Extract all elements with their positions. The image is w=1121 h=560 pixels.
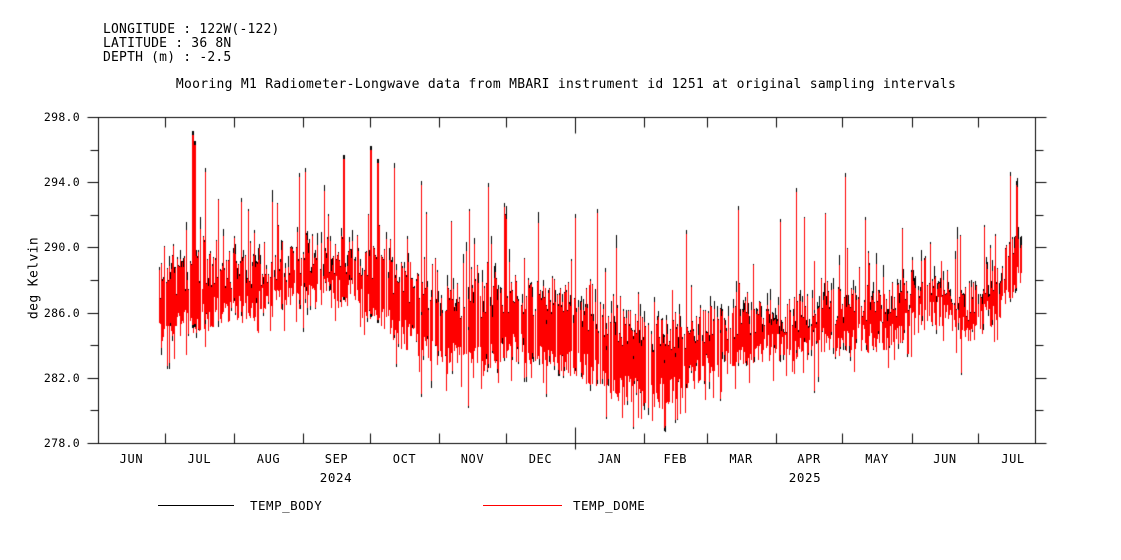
x-tick-label: APR bbox=[797, 452, 821, 466]
chart-title: Mooring M1 Radiometer-Longwave data from… bbox=[175, 77, 957, 92]
year-label-2025: 2025 bbox=[788, 470, 822, 485]
y-tick-label: 278.0 bbox=[43, 436, 80, 450]
y-tick-label: 298.0 bbox=[43, 110, 80, 124]
x-tick-label: JUN bbox=[119, 452, 144, 466]
x-tick-label: DEC bbox=[528, 452, 553, 466]
x-tick-label: AUG bbox=[256, 452, 281, 466]
x-tick-label: OCT bbox=[392, 452, 417, 466]
y-tick-label: 294.0 bbox=[43, 175, 80, 190]
x-tick-label: NOV bbox=[460, 452, 485, 466]
latitude-label: LATITUDE : 36 8N bbox=[103, 36, 232, 51]
y-tick-label: 286.0 bbox=[43, 305, 80, 320]
legend-line-temp-body bbox=[158, 505, 234, 506]
legend-line-temp-dome bbox=[483, 505, 562, 506]
y-tick-label: 282.0 bbox=[43, 370, 80, 385]
x-tick-label: JUL bbox=[187, 452, 212, 466]
legend-label-temp-body: TEMP_BODY bbox=[250, 498, 323, 513]
x-tick-label: JAN bbox=[597, 452, 622, 466]
x-tick-label: JUN bbox=[933, 452, 957, 466]
x-tick-label: MAR bbox=[729, 452, 753, 466]
longitude-label: LONGITUDE : 122W(-122) bbox=[103, 22, 280, 37]
x-tick-label: JUL bbox=[1001, 452, 1025, 466]
x-tick-label: FEB bbox=[663, 452, 688, 466]
x-tick-label: SEP bbox=[324, 452, 349, 466]
x-tick-label: MAY bbox=[865, 452, 889, 466]
year-label-2024: 2024 bbox=[319, 470, 353, 485]
depth-label: DEPTH (m) : -2.5 bbox=[103, 50, 232, 65]
legend-label-temp-dome: TEMP_DOME bbox=[573, 498, 646, 513]
y-tick-label: 290.0 bbox=[43, 240, 80, 255]
